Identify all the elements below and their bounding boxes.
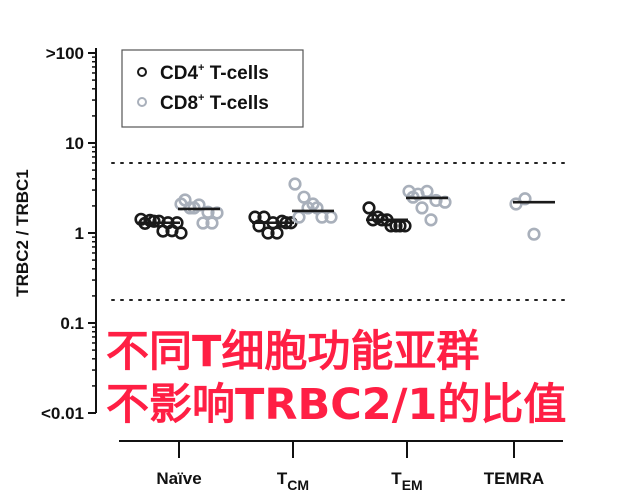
data-point-cd4: [174, 226, 188, 240]
y-tick-label: 0.1: [60, 314, 84, 333]
data-point-cd8: [297, 190, 311, 204]
data-point-cd4: [147, 214, 161, 228]
x-tick-label: Naïve: [156, 469, 201, 488]
y-tick-label: 10: [65, 134, 84, 153]
data-point-cd8: [178, 193, 192, 207]
data-point-cd8: [288, 177, 302, 191]
data-point-cd8: [527, 227, 541, 241]
data-point-cd4: [261, 226, 275, 240]
y-axis-label: TRBC2 / TRBC1: [13, 169, 32, 297]
data-point-cd8: [424, 213, 438, 227]
legend-label: CD8+ T-cells: [160, 92, 269, 114]
data-point-cd4: [270, 226, 284, 240]
y-tick-label: >100: [46, 44, 84, 63]
data-point-cd8: [292, 210, 306, 224]
data-point-cd8: [196, 216, 210, 230]
x-tick-label: TCM: [277, 469, 309, 493]
annotation-line-1: 不同T细胞功能亚群: [106, 327, 480, 377]
data-point-cd8: [301, 201, 315, 215]
legend-label: CD4+ T-cells: [160, 62, 269, 84]
data-point-cd8: [205, 216, 219, 230]
data-point-cd8: [201, 205, 215, 219]
legend-marker: [137, 97, 147, 107]
y-tick-label: <0.01: [41, 404, 84, 423]
legend-marker: [137, 67, 147, 77]
data-point-cd8: [310, 201, 324, 215]
annotation-line-2: 不影响TRBC2/1的比值: [106, 380, 567, 430]
data-point-cd4: [156, 224, 170, 238]
legend-box: [121, 49, 304, 128]
data-point-cd4: [252, 219, 266, 233]
x-tick-label: TEMRA: [484, 469, 544, 488]
data-point-cd4: [362, 201, 376, 215]
x-tick-label: TEM: [391, 469, 422, 493]
data-point-cd8: [429, 193, 443, 208]
y-tick-label: 1: [75, 224, 84, 243]
data-point-cd8: [415, 201, 429, 215]
data-point-cd8: [518, 192, 532, 206]
